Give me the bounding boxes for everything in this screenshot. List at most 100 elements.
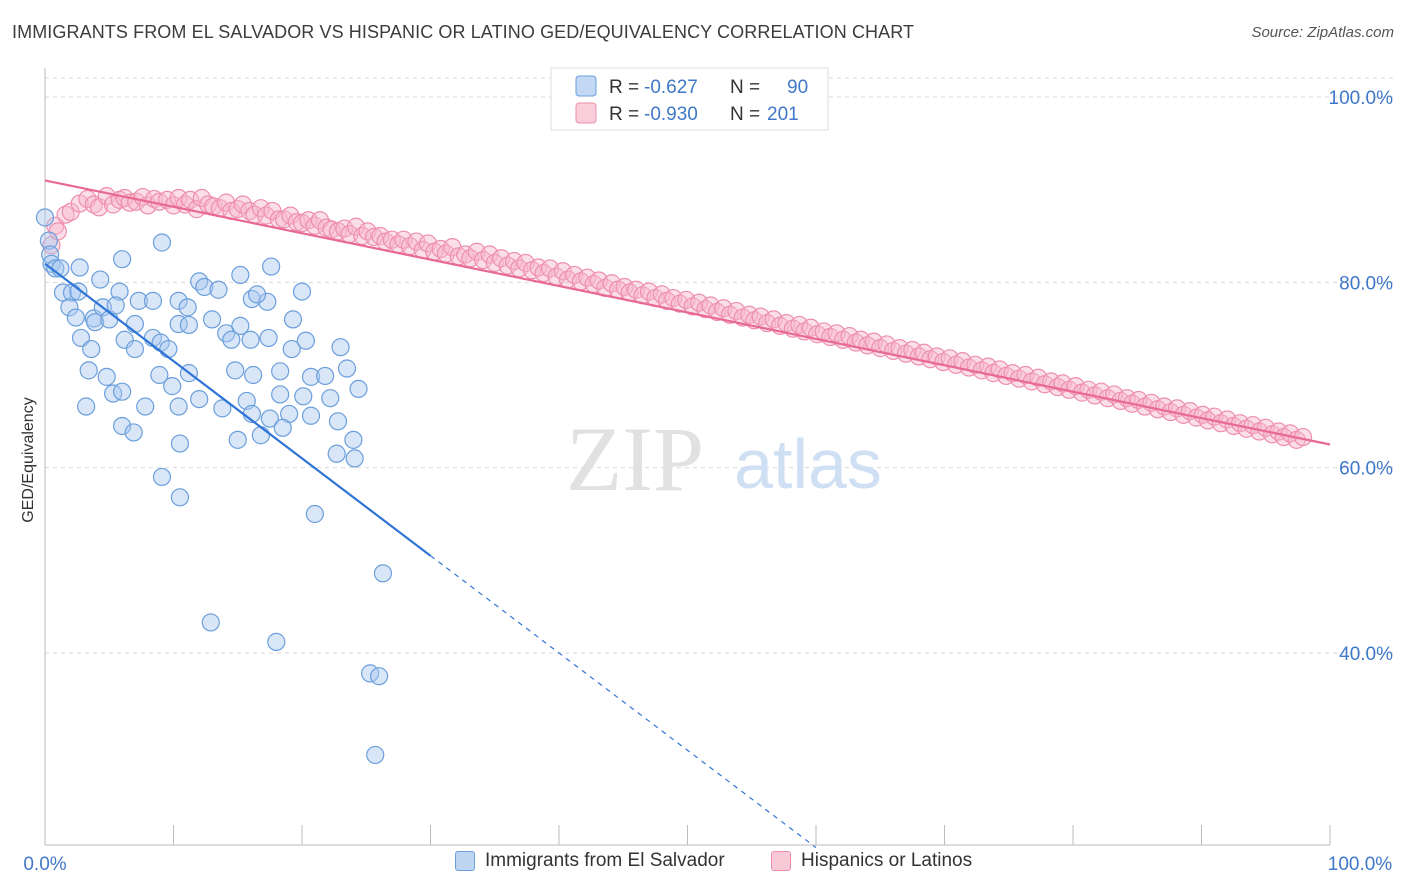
legend-top-n-label-2: N = (730, 104, 760, 125)
x-tick-label-0: 0.0% (23, 854, 66, 875)
legend-top-r-label-2: R = (609, 104, 639, 125)
el-salvador-point-15 (69, 282, 88, 301)
el-salvador-point-12 (262, 257, 281, 276)
el-salvador-point-50 (241, 330, 260, 349)
el-salvador-point-38 (179, 315, 199, 335)
legend-item-el-salvador: Immigrants from El Salvador (455, 850, 725, 872)
el-salvador-point-87 (152, 467, 172, 487)
el-salvador-point-17 (129, 291, 148, 310)
el-salvador-point-96 (267, 632, 286, 651)
legend-top-r-value-1: -0.627 (644, 77, 698, 98)
el-salvador-point-51 (282, 339, 301, 359)
el-salvador-point-46 (115, 330, 134, 349)
el-salvador-point-70 (294, 387, 313, 406)
legend-top-box (550, 67, 829, 131)
el-salvador-point-16 (110, 282, 129, 301)
el-salvador-point-7 (91, 270, 110, 289)
el-salvador-point-84 (228, 430, 247, 449)
el-salvador-point-59 (244, 365, 263, 385)
el-salvador-point-78 (260, 409, 279, 428)
hispanics-point-55 (371, 226, 390, 246)
el-salvador-point-91 (327, 444, 346, 463)
legend-top-n-value-1: 90 (787, 77, 808, 98)
el-salvador-point-86 (273, 418, 292, 437)
y-tick-label-1: 80.0% (1339, 273, 1393, 294)
el-salvador-point-8 (112, 250, 132, 269)
el-salvador-point-67 (190, 389, 209, 409)
hispanics-point-32 (233, 195, 252, 214)
el-salvador-point-89 (305, 504, 324, 524)
el-salvador-point-76 (213, 399, 232, 418)
el-salvador-point-75 (169, 397, 188, 416)
legend-label-hispanics: Hispanics or Latinos (801, 850, 973, 871)
el-salvador-point-10 (190, 272, 209, 291)
hispanics-point-47 (322, 220, 341, 239)
el-salvador-point-73 (77, 397, 96, 416)
hispanics-point-3 (56, 205, 75, 224)
el-salvador-point-94 (373, 564, 393, 583)
el-salvador-point-53 (331, 338, 350, 357)
trend-line-el-salvador (44, 262, 432, 557)
el-salvador-point-93 (328, 412, 348, 431)
el-salvador-point-44 (71, 328, 91, 348)
el-salvador-point-22 (209, 280, 228, 299)
legend-top-r-value-2: -0.930 (644, 104, 698, 125)
legend-bottom: Immigrants from El Salvador Hispanics or… (0, 850, 1406, 880)
legend-top-n-label-1: N = (730, 77, 760, 98)
hispanics-point-41 (287, 213, 306, 232)
el-salvador-point-24 (258, 292, 277, 311)
legend-item-hispanics: Hispanics or Latinos (771, 850, 972, 872)
watermark-atlas: atlas (734, 425, 882, 503)
hispanics-point-115 (740, 305, 759, 324)
el-salvador-point-58 (226, 361, 245, 380)
y-tick-label-2: 60.0% (1339, 459, 1393, 480)
el-salvador-point-42 (259, 328, 278, 348)
el-salvador-point-56 (150, 365, 169, 385)
el-salvador-point-85 (251, 426, 270, 445)
watermark-zip: ZIP (566, 408, 704, 510)
legend-top-n-value-2: 201 (767, 104, 799, 125)
el-salvador-point-90 (345, 449, 364, 468)
legend-top-swatch-blue (575, 75, 597, 97)
el-salvador-point-21 (195, 277, 214, 297)
chart-title: IMMIGRANTS FROM EL SALVADOR VS HISPANIC … (12, 22, 915, 42)
el-salvador-point-25 (247, 285, 267, 304)
el-salvador-point-49 (222, 330, 241, 349)
el-salvador-point-69 (271, 385, 290, 404)
el-salvador-point-55 (97, 367, 116, 386)
hispanics-point-49 (335, 219, 354, 238)
el-salvador-point-45 (82, 339, 101, 359)
el-salvador-point-82 (124, 423, 143, 442)
y-axis-label: GED/Equivalency (20, 397, 37, 522)
trend-lines (44, 179, 1331, 849)
el-salvador-point-52 (296, 331, 315, 350)
hispanics-point-107 (689, 293, 709, 312)
el-salvador-point-54 (79, 361, 98, 380)
watermark: ZIP atlas (566, 408, 882, 510)
hispanics-point-131 (840, 326, 859, 346)
el-salvador-point-1 (39, 231, 58, 250)
el-salvador-point-99 (366, 745, 385, 765)
hispanics-point-23 (181, 190, 200, 209)
el-salvador-point-41 (231, 316, 250, 335)
el-salvador-point-27 (60, 298, 79, 317)
y-tick-labels: 100.0% 80.0% 60.0% 40.0% (1329, 88, 1394, 665)
el-salvador-point-34 (125, 314, 145, 334)
axes (44, 68, 1331, 846)
hispanics-point-89 (578, 268, 597, 287)
el-salvador-point-39 (202, 310, 222, 329)
el-salvador-point-88 (170, 488, 190, 507)
x-tick-label-1: 100.0% (1328, 854, 1393, 875)
el-salvador-point-80 (301, 406, 321, 425)
el-salvador-point-61 (301, 367, 321, 386)
hispanics-point-95 (615, 277, 634, 297)
trend-line-el-salvador-extension (430, 555, 817, 849)
source-label: Source: ZipAtlas.com (1251, 24, 1394, 41)
el-salvador-point-66 (163, 377, 182, 396)
el-salvador-point-83 (170, 434, 190, 453)
el-salvador-point-47 (125, 339, 145, 359)
el-salvador-point-98 (370, 667, 389, 686)
el-salvador-point-62 (316, 366, 335, 386)
el-salvador-point-19 (169, 291, 188, 310)
